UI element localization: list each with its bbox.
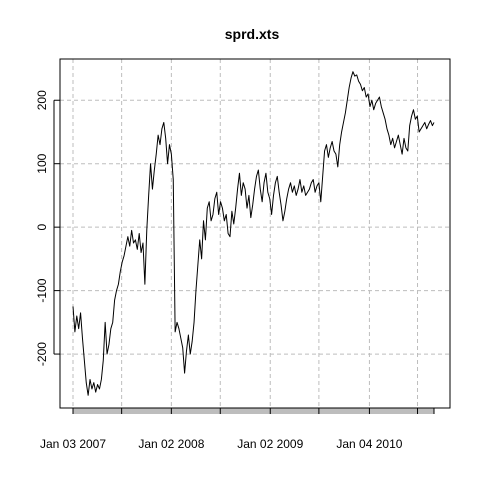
x-axis: Jan 03 2007 Jan 02 2008 Jan 02 2009 Jan 04 …: [40, 437, 403, 451]
x-tick-label: Jan 03 2007: [40, 437, 106, 451]
x-tick-label: Jan 04 2010: [336, 437, 402, 451]
grid: [60, 59, 450, 408]
plot-area-frame: [59, 58, 451, 409]
chart-title: sprd.xts: [225, 26, 280, 42]
x-axis-minor-band: [72, 407, 435, 414]
x-tick-label: Jan 02 2008: [138, 437, 204, 451]
x-tick-label: Jan 02 2009: [237, 437, 303, 451]
y-tick-label: 0: [35, 223, 49, 230]
x-axis-minor-band-fill: [73, 408, 434, 414]
y-tick-label: 100: [35, 153, 49, 173]
y-tick-label: 200: [35, 90, 49, 110]
y-tick-label: -100: [35, 278, 49, 302]
series-layer: [72, 71, 435, 396]
y-tick-label: -200: [35, 342, 49, 366]
y-axis: -200 -100 0 100 200: [35, 90, 60, 366]
series-line: [72, 71, 435, 396]
